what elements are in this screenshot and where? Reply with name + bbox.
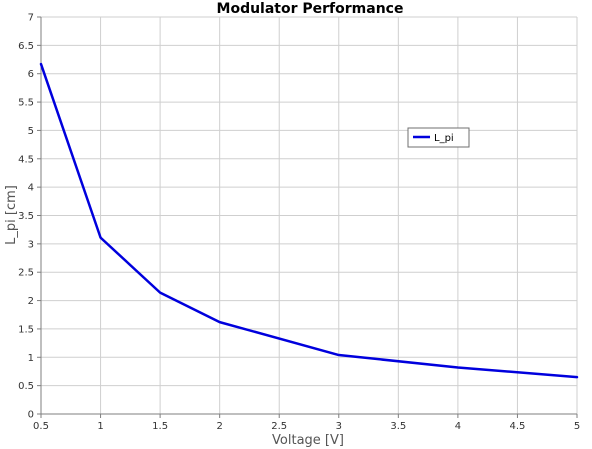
y-tick-label: 2: [28, 296, 34, 307]
data-point: [457, 366, 459, 369]
data-point: [99, 236, 102, 239]
x-tick-label: 2.5: [271, 421, 287, 432]
data-point: [159, 291, 161, 294]
series-layer: [39, 62, 579, 379]
data-point: [40, 63, 42, 65]
x-tick-label: 3: [336, 421, 342, 432]
y-tick-label: 0.5: [18, 381, 34, 392]
y-tick-label: 3.5: [18, 211, 34, 222]
data-point: [337, 354, 340, 356]
y-tick-label: 4.5: [18, 154, 34, 165]
y-axis-label: L_pi [cm]: [4, 185, 19, 245]
x-tick-label: 4: [455, 421, 461, 432]
data-point: [576, 376, 578, 378]
x-tick-label: 0.5: [33, 421, 49, 432]
data-point: [218, 321, 221, 323]
tick-labels: 00.511.522.533.544.555.566.570.5 1 1.5 2 2.5…: [18, 13, 580, 433]
y-tick-label: 3: [28, 239, 34, 250]
x-tick-label: 1: [97, 421, 103, 432]
y-tick-label: 5: [28, 126, 34, 137]
x-tick-label: 4.5: [509, 421, 525, 432]
x-tick-label: 5: [574, 421, 580, 432]
y-tick-label: 1: [28, 353, 34, 364]
legend: L_pi: [407, 127, 470, 148]
legend-label: L_pi: [434, 133, 454, 144]
x-tick-label: 2: [216, 421, 222, 432]
x-tick-label: 1.5: [152, 421, 168, 432]
y-tick-label: 0: [28, 410, 34, 421]
x-tick-label: 3.5: [390, 421, 406, 432]
y-tick-label: 4: [28, 183, 34, 194]
y-tick-label: 6.5: [18, 41, 34, 52]
chart-title: Modulator Performance: [217, 1, 404, 17]
y-tick-label: 6: [28, 69, 34, 80]
y-tick-label: 1.5: [18, 324, 34, 335]
y-tick-label: 2.5: [18, 268, 34, 279]
axes: [37, 16, 578, 418]
grid: [40, 16, 578, 415]
x-axis-label: Voltage [V]: [272, 433, 344, 448]
y-tick-label: 7: [28, 13, 34, 24]
y-tick-label: 5.5: [18, 98, 34, 109]
legend-box: [407, 127, 470, 148]
